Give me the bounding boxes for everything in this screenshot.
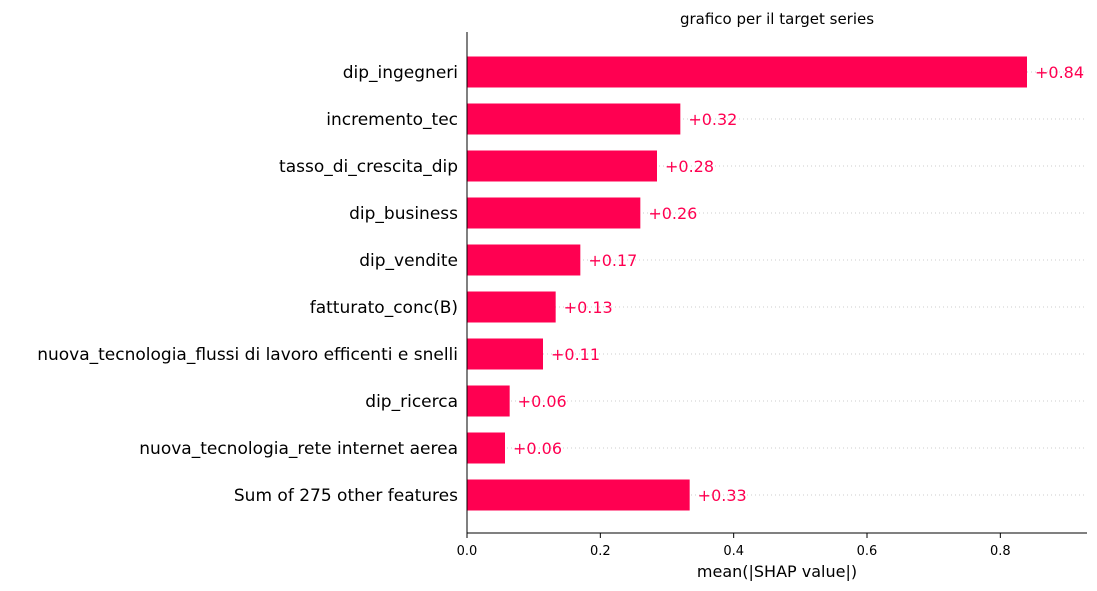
category-label: Sum of 275 other features xyxy=(234,486,458,506)
bar xyxy=(467,479,690,511)
bar xyxy=(467,385,510,417)
x-ticks: 0.0 0.2 0.4 0.6 0.8 xyxy=(457,533,1011,559)
category-label: dip_business xyxy=(349,204,458,224)
value-label: +0.84 xyxy=(1035,63,1084,82)
bar xyxy=(467,244,581,276)
bar xyxy=(467,291,556,323)
x-tick-label: 0.0 xyxy=(457,544,478,559)
value-label: +0.26 xyxy=(648,204,697,223)
value-labels: +0.84 +0.32 +0.28 +0.26 +0.17 +0.13 +0.11 +0.06… xyxy=(513,63,1084,505)
category-label: nuova_tecnologia_flussi di lavoro effice… xyxy=(37,345,458,365)
bar xyxy=(467,432,505,464)
category-label: incremento_tec xyxy=(326,110,458,130)
value-label: +0.06 xyxy=(518,392,567,411)
category-label: nuova_tecnologia_rete internet aerea xyxy=(139,439,458,459)
bars xyxy=(467,56,1027,511)
chart-title: grafico per il target series xyxy=(680,10,874,28)
x-axis-label: mean(|SHAP value|) xyxy=(697,562,857,581)
bar xyxy=(467,338,543,370)
value-label: +0.17 xyxy=(588,251,637,270)
category-label: fatturato_conc(B) xyxy=(310,298,458,318)
gridlines xyxy=(467,71,1087,496)
value-label: +0.06 xyxy=(513,439,562,458)
value-label: +0.28 xyxy=(665,157,714,176)
bar xyxy=(467,150,657,182)
value-label: +0.11 xyxy=(551,345,600,364)
value-label: +0.32 xyxy=(688,110,737,129)
category-label: dip_vendite xyxy=(359,251,458,271)
x-tick-label: 0.4 xyxy=(723,544,744,559)
category-label: dip_ingegneri xyxy=(343,63,458,83)
x-tick-label: 0.6 xyxy=(857,544,878,559)
category-labels: dip_ingegneri incremento_tec tasso_di_cres… xyxy=(37,63,458,506)
x-tick-label: 0.8 xyxy=(990,544,1011,559)
value-label: +0.33 xyxy=(698,486,747,505)
category-label: tasso_di_crescita_dip xyxy=(279,157,458,177)
bar xyxy=(467,56,1027,88)
category-label: dip_ricerca xyxy=(365,392,458,412)
value-label: +0.13 xyxy=(564,298,613,317)
x-tick-label: 0.2 xyxy=(590,544,611,559)
bar xyxy=(467,103,681,135)
bar xyxy=(467,197,641,229)
